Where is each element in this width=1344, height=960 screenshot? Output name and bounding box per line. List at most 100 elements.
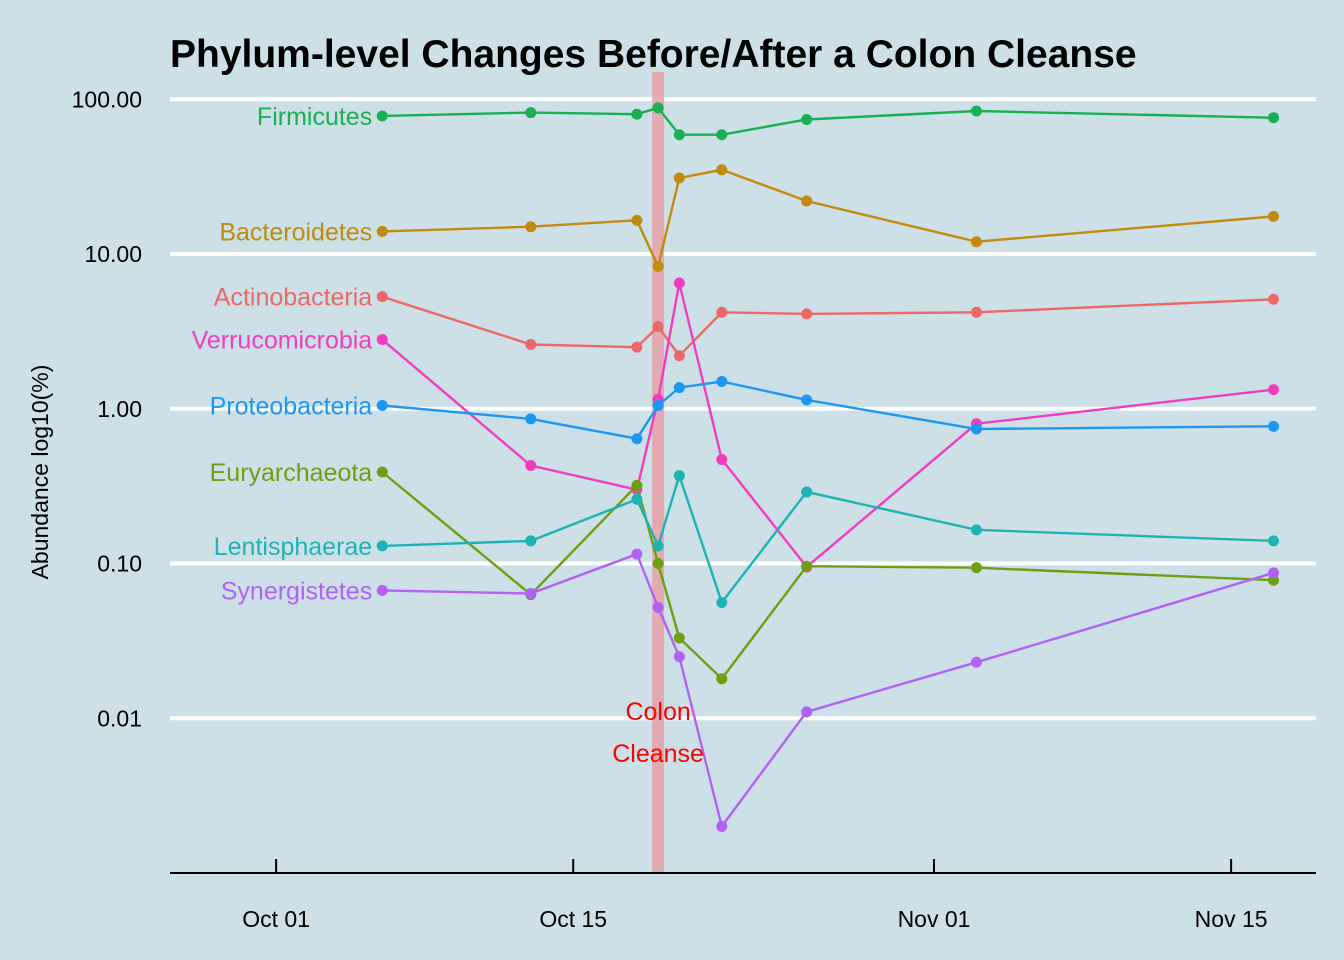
data-point-actinobacteria: [652, 321, 664, 333]
data-point-bacteroidetes: [376, 225, 388, 237]
data-point-firmicutes: [376, 110, 388, 122]
data-point-synergistetes: [631, 548, 643, 560]
data-point-synergistetes: [970, 656, 982, 668]
data-point-lentisphaerae: [673, 470, 685, 482]
data-point-lentisphaerae: [716, 596, 728, 608]
data-point-lentisphaerae: [801, 486, 813, 498]
series-label-synergistetes: Synergistetes: [221, 577, 372, 605]
series-line-bacteroidetes: [382, 168, 1274, 271]
data-point-verrucomicrobia: [1268, 384, 1280, 396]
data-point-verrucomicrobia: [716, 453, 728, 465]
data-point-bacteroidetes: [525, 221, 537, 233]
data-point-actinobacteria: [673, 350, 685, 362]
data-point-bacteroidetes: [1268, 210, 1280, 222]
event-label-line2: Cleanse: [612, 740, 704, 768]
data-point-bacteroidetes: [801, 195, 813, 207]
data-point-verrucomicrobia: [376, 334, 388, 346]
data-point-actinobacteria: [801, 308, 813, 320]
data-point-euryarchaeota: [673, 632, 685, 644]
series-label-verrucomicrobia: Verrucomicrobia: [192, 327, 373, 355]
data-point-firmicutes: [631, 108, 643, 120]
data-point-bacteroidetes: [673, 172, 685, 184]
series-label-firmicutes: Firmicutes: [257, 103, 372, 131]
series-labels: Colon Cleanse Firmicutes Bacteroidetes Actin…: [192, 103, 704, 768]
y-tick-label: 100.00: [72, 86, 142, 112]
data-point-firmicutes: [801, 113, 813, 125]
y-tick-label: 10.00: [84, 241, 142, 267]
data-point-firmicutes: [652, 102, 664, 114]
x-tick-label: Nov 15: [1195, 906, 1268, 932]
data-point-bacteroidetes: [970, 236, 982, 248]
data-point-proteobacteria: [716, 375, 728, 387]
data-point-synergistetes: [525, 587, 537, 599]
data-point-firmicutes: [970, 105, 982, 117]
series-label-lentisphaerae: Lentisphaerae: [214, 533, 372, 561]
data-point-actinobacteria: [970, 306, 982, 318]
data-point-proteobacteria: [673, 382, 685, 394]
data-point-proteobacteria: [970, 423, 982, 435]
data-point-lentisphaerae: [376, 540, 388, 552]
y-tick-label: 1.00: [97, 396, 142, 422]
data-point-euryarchaeota: [631, 479, 643, 491]
data-point-proteobacteria: [1268, 420, 1280, 432]
data-point-euryarchaeota: [716, 673, 728, 685]
series-label-proteobacteria: Proteobacteria: [210, 392, 373, 420]
series-line-actinobacteria: [381, 295, 1274, 358]
data-point-proteobacteria: [652, 399, 664, 411]
data-point-verrucomicrobia: [525, 459, 537, 471]
series-line-euryarchaeota: [381, 471, 1274, 681]
data-point-actinobacteria: [716, 306, 728, 318]
data-point-lentisphaerae: [1268, 535, 1280, 547]
data-point-proteobacteria: [801, 394, 813, 406]
grid: [170, 97, 1316, 721]
x-tick-label: Oct 15: [539, 906, 607, 932]
series-label-actinobacteria: Actinobacteria: [214, 284, 373, 312]
data-point-proteobacteria: [376, 399, 388, 411]
y-tick-label: 0.10: [97, 551, 142, 577]
data-point-synergistetes: [673, 651, 685, 663]
data-point-synergistetes: [801, 706, 813, 718]
y-axis-label: Abundance log10(%): [27, 365, 53, 580]
y-tick-label: 0.01: [97, 705, 142, 731]
data-point-actinobacteria: [631, 341, 643, 353]
data-point-actinobacteria: [1268, 293, 1280, 305]
data-point-bacteroidetes: [652, 261, 664, 273]
data-point-verrucomicrobia: [673, 277, 685, 289]
data-point-synergistetes: [652, 601, 664, 613]
x-tick-label: Oct 01: [242, 906, 310, 932]
event-label-line1: Colon: [625, 698, 690, 726]
data-point-actinobacteria: [376, 291, 388, 303]
series-label-bacteroidetes: Bacteroidetes: [219, 218, 372, 246]
data-point-euryarchaeota: [376, 466, 388, 478]
data-point-lentisphaerae: [631, 493, 643, 505]
data-point-actinobacteria: [525, 339, 537, 351]
series-label-euryarchaeota: Euryarchaeota: [210, 459, 373, 487]
data-point-euryarchaeota: [801, 560, 813, 572]
colon-cleanse-band: [652, 72, 665, 873]
axes: 100.00 10.00 1.00 0.10 0.01 Oct 01 Oct 15 Nov 0…: [72, 86, 1316, 932]
chart-title: Phylum-level Changes Before/After a Colo…: [170, 33, 1137, 76]
data-point-firmicutes: [716, 129, 728, 141]
series-line-firmicutes: [382, 106, 1274, 136]
data-point-synergistetes: [1268, 567, 1280, 579]
data-point-synergistetes: [716, 820, 728, 832]
data-point-euryarchaeota: [970, 562, 982, 574]
series: [376, 102, 1280, 832]
series-line-verrucomicrobia: [381, 282, 1274, 569]
data-point-firmicutes: [525, 107, 537, 119]
data-point-lentisphaerae: [525, 535, 537, 547]
data-point-synergistetes: [376, 584, 388, 596]
data-point-bacteroidetes: [631, 214, 643, 226]
x-tick-label: Nov 01: [898, 906, 971, 932]
data-point-proteobacteria: [525, 413, 537, 425]
data-point-firmicutes: [1268, 112, 1280, 124]
data-point-euryarchaeota: [652, 558, 664, 570]
data-point-lentisphaerae: [970, 524, 982, 536]
data-point-firmicutes: [673, 129, 685, 141]
data-point-proteobacteria: [631, 433, 643, 445]
event-band: [652, 72, 665, 873]
data-point-bacteroidetes: [716, 164, 728, 176]
series-line-synergistetes: [382, 552, 1274, 830]
data-point-lentisphaerae: [652, 540, 664, 552]
